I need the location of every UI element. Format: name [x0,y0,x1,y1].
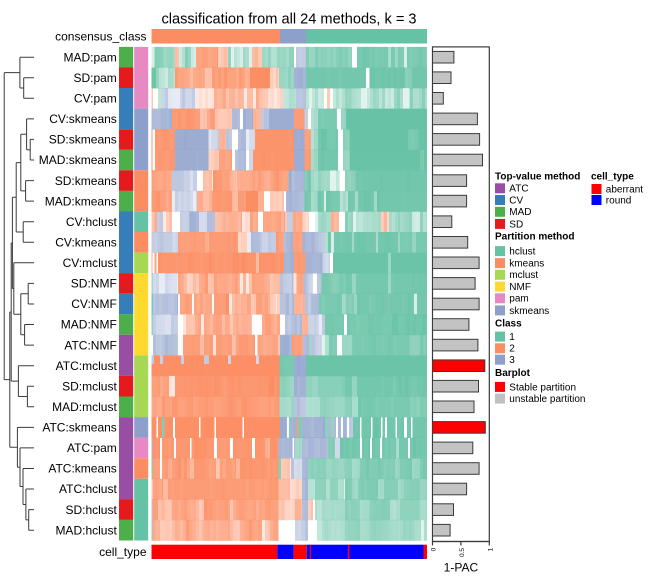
svg-text:MAD:pam: MAD:pam [63,50,116,64]
svg-text:skmeans: skmeans [509,306,549,317]
svg-text:Stable partition: Stable partition [509,382,576,393]
svg-text:CV:pam: CV:pam [74,92,117,106]
svg-text:2: 2 [509,344,515,355]
svg-text:ATC: ATC [509,184,528,195]
svg-text:MAD:kmeans: MAD:kmeans [45,194,117,208]
svg-text:MAD:mclust: MAD:mclust [52,400,117,414]
svg-text:MAD:hclust: MAD:hclust [55,523,117,537]
svg-text:CV:mclust: CV:mclust [63,256,118,270]
svg-text:ATC:skmeans: ATC:skmeans [42,421,116,435]
svg-text:Barplot: Barplot [495,368,531,379]
svg-text:SD:pam: SD:pam [73,71,116,85]
svg-text:1-PAC: 1-PAC [444,561,479,575]
svg-text:mclust: mclust [509,270,538,281]
svg-text:Class: Class [495,319,522,330]
svg-text:CV:kmeans: CV:kmeans [55,236,117,250]
svg-text:aberrant: aberrant [606,184,643,195]
svg-text:SD: SD [509,219,523,230]
svg-text:0: 0 [431,547,438,551]
svg-text:NMF: NMF [509,282,531,293]
svg-text:hclust: hclust [509,247,535,258]
svg-text:CV:NMF: CV:NMF [71,297,117,311]
svg-text:ATC:NMF: ATC:NMF [64,338,116,352]
svg-text:CV:hclust: CV:hclust [66,215,118,229]
svg-text:CV:skmeans: CV:skmeans [49,112,117,126]
svg-text:SD:mclust: SD:mclust [62,379,117,393]
svg-text:MAD: MAD [509,207,531,218]
svg-text:SD:kmeans: SD:kmeans [55,174,117,188]
svg-text:ATC:mclust: ATC:mclust [56,359,118,373]
svg-text:Partition method: Partition method [495,231,574,242]
svg-text:consensus_class: consensus_class [55,29,146,43]
svg-text:ATC:kmeans: ATC:kmeans [48,462,116,476]
svg-text:cell_type: cell_type [591,172,634,183]
svg-text:CV: CV [509,195,523,206]
svg-text:round: round [606,195,632,206]
svg-text:MAD:skmeans: MAD:skmeans [39,153,117,167]
svg-text:SD:skmeans: SD:skmeans [49,133,117,147]
svg-text:SD:NMF: SD:NMF [71,277,117,291]
svg-text:1: 1 [487,547,494,551]
svg-text:classification from all 24 met: classification from all 24 methods, k = … [161,12,416,28]
svg-text:cell_type: cell_type [99,545,147,559]
svg-text:1: 1 [509,332,515,343]
svg-text:pam: pam [509,294,528,305]
svg-text:Top-value method: Top-value method [495,172,580,183]
svg-text:MAD:NMF: MAD:NMF [61,318,117,332]
svg-text:ATC:hclust: ATC:hclust [59,482,117,496]
svg-text:ATC:pam: ATC:pam [67,441,117,455]
svg-text:SD:hclust: SD:hclust [65,503,117,517]
svg-text:3: 3 [509,355,515,366]
svg-text:unstable partition: unstable partition [509,394,585,405]
svg-text:0.5: 0.5 [459,548,466,557]
svg-text:kmeans: kmeans [509,259,544,270]
